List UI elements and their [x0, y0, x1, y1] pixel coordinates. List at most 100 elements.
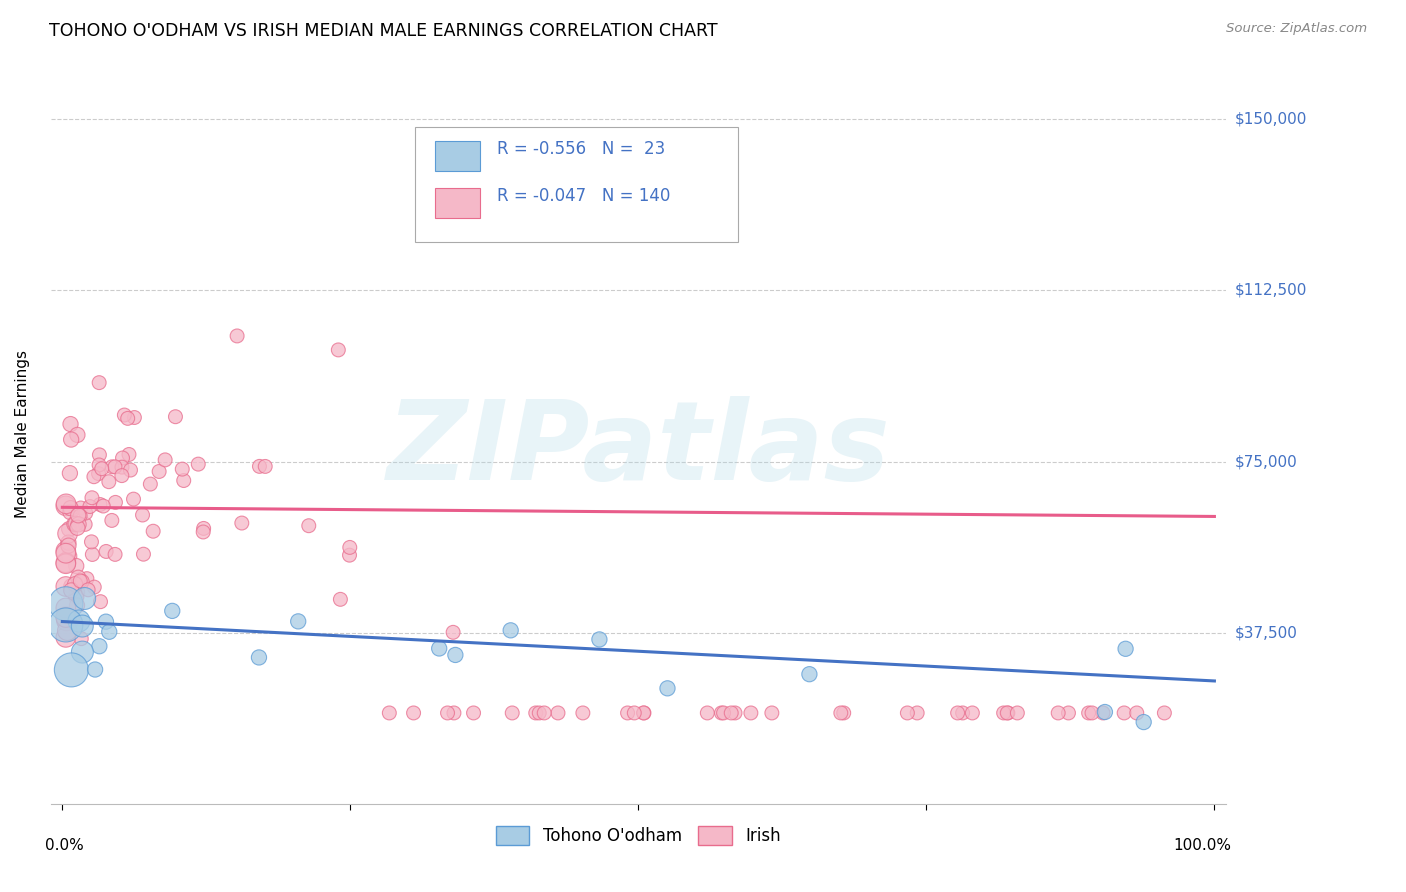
Text: ZIPatlas: ZIPatlas: [387, 395, 890, 502]
Point: [89, 376, 111, 390]
FancyBboxPatch shape: [434, 187, 479, 218]
Point: [69, 501, 91, 516]
Point: [55, 499, 77, 513]
Point: [65, 590, 87, 604]
Point: [60, 433, 83, 447]
Point: [55, 544, 77, 558]
Point: [63, 517, 86, 532]
Point: [463, 706, 485, 720]
Point: [441, 625, 464, 640]
Point: [58, 535, 80, 549]
Point: [657, 681, 679, 696]
Point: [55, 557, 77, 571]
Point: [67, 517, 90, 532]
Point: [112, 408, 135, 422]
Y-axis label: Median Male Earnings: Median Male Earnings: [15, 351, 30, 518]
Text: TOHONO O'ODHAM VS IRISH MEDIAN MALE EARNINGS CORRELATION CHART: TOHONO O'ODHAM VS IRISH MEDIAN MALE EARN…: [49, 22, 718, 40]
Point: [89, 639, 111, 653]
Point: [70, 632, 93, 646]
Point: [94, 615, 117, 629]
Point: [339, 548, 361, 562]
Point: [70, 574, 93, 589]
Point: [696, 706, 718, 720]
Point: [1007, 706, 1029, 720]
Point: [572, 706, 595, 720]
Point: [193, 524, 215, 539]
Point: [98, 624, 121, 639]
Point: [402, 706, 425, 720]
Point: [59, 501, 82, 516]
Point: [588, 632, 610, 647]
Point: [1077, 706, 1099, 720]
Point: [118, 448, 141, 462]
Text: 100.0%: 100.0%: [1174, 838, 1232, 853]
Point: [905, 706, 928, 720]
Point: [710, 706, 733, 720]
Point: [55, 618, 77, 632]
Point: [96, 544, 118, 558]
Point: [443, 706, 465, 720]
FancyBboxPatch shape: [434, 141, 479, 171]
Point: [120, 463, 142, 477]
Text: R = -0.047   N = 140: R = -0.047 N = 140: [498, 186, 671, 205]
Point: [66, 521, 89, 535]
Point: [65, 559, 87, 574]
Point: [633, 706, 655, 720]
Point: [524, 706, 547, 720]
Point: [58, 549, 80, 563]
Point: [339, 541, 361, 555]
Point: [254, 459, 277, 474]
Point: [104, 548, 127, 562]
Point: [75, 506, 97, 520]
Point: [104, 459, 127, 474]
Point: [131, 508, 153, 522]
FancyBboxPatch shape: [415, 127, 738, 242]
Point: [79, 500, 101, 514]
Point: [165, 409, 187, 424]
Point: [1153, 706, 1175, 720]
Point: [1047, 706, 1070, 720]
Point: [249, 459, 271, 474]
Point: [55, 631, 77, 645]
Point: [226, 329, 249, 343]
Point: [1115, 641, 1137, 656]
Point: [69, 574, 91, 588]
Point: [55, 597, 77, 611]
Point: [101, 459, 124, 474]
Point: [378, 706, 401, 720]
Point: [75, 517, 97, 532]
Point: [1114, 706, 1136, 720]
Point: [547, 706, 569, 720]
Point: [55, 497, 77, 511]
Point: [193, 521, 215, 535]
Point: [111, 460, 134, 475]
Text: Source: ZipAtlas.com: Source: ZipAtlas.com: [1226, 22, 1367, 36]
Point: [148, 465, 170, 479]
Point: [83, 469, 105, 483]
Point: [67, 508, 90, 523]
Point: [59, 417, 82, 431]
Point: [59, 505, 82, 519]
Point: [67, 614, 90, 628]
Point: [104, 495, 127, 509]
Point: [84, 663, 107, 677]
Point: [89, 498, 111, 512]
Point: [1091, 706, 1114, 720]
Point: [56, 526, 79, 541]
Point: [58, 522, 80, 536]
Point: [832, 706, 855, 720]
Point: [90, 461, 112, 475]
Point: [122, 492, 145, 507]
Point: [1081, 706, 1104, 720]
Point: [623, 706, 645, 720]
Point: [616, 706, 638, 720]
Point: [162, 604, 184, 618]
Point: [830, 706, 852, 720]
Point: [1094, 705, 1116, 719]
Point: [247, 650, 270, 665]
Legend: Tohono O'odham, Irish: Tohono O'odham, Irish: [489, 819, 787, 852]
Point: [60, 579, 83, 593]
Point: [55, 614, 77, 628]
Point: [66, 599, 89, 613]
Text: $37,500: $37,500: [1234, 625, 1298, 640]
